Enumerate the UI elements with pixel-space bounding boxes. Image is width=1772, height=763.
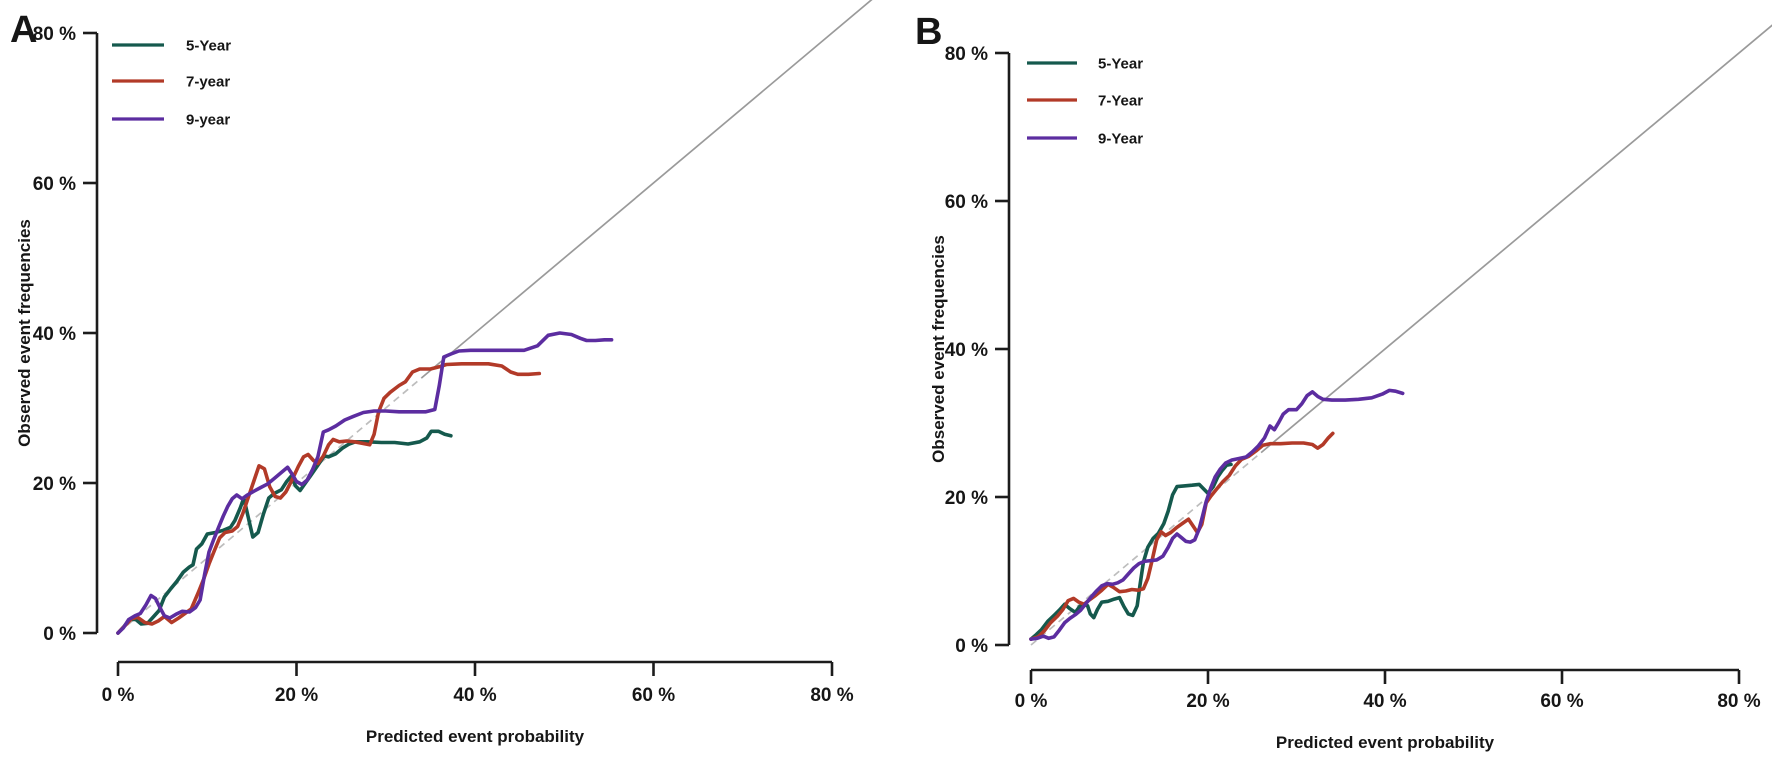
panel-a-letter: A xyxy=(10,9,37,51)
panel-a-x-tick-label: 80 % xyxy=(810,685,853,706)
panel-b-series-line-7-year xyxy=(1029,431,1335,641)
panel-b-y-tick-label: 0 % xyxy=(955,636,988,657)
panel-a-x-tick-label: 0 % xyxy=(102,685,135,706)
panel-a-series-line-7-year xyxy=(116,361,542,635)
panel-b-y-tick-label: 80 % xyxy=(945,44,988,65)
panel-b-x-tick-label: 0 % xyxy=(1015,691,1048,712)
panel-b-x-tick-label: 80 % xyxy=(1717,691,1760,712)
panel-b-series-line-5-year xyxy=(1029,462,1233,641)
panel-b-y-axis-title: Observed event frequencies xyxy=(929,235,948,463)
panel-b-x-tick-label: 40 % xyxy=(1363,691,1406,712)
panel-a-y-axis-title: Observed event frequencies xyxy=(15,219,34,447)
panel-b-x-tick-label: 20 % xyxy=(1186,691,1229,712)
panel-a-y-tick-label: 0 % xyxy=(43,624,76,645)
panel-b-y-tick-label: 20 % xyxy=(945,488,988,509)
panel-a-y-tick-label: 60 % xyxy=(33,174,76,195)
panel-a-y-tick-label: 20 % xyxy=(33,474,76,495)
panel-a-legend-label-9-year: 9-year xyxy=(186,112,230,129)
panel-a-legend-label-7-year: 7-year xyxy=(186,74,230,91)
panel-a-x-axis-title: Predicted event probability xyxy=(366,727,585,746)
panel-a: 0 % 20 % 40 % 60 % 80 % 0 % 20 % 40 % 60 % 80 % Pr… xyxy=(10,0,873,746)
panel-a-y-tick-label: 80 % xyxy=(33,24,76,45)
panel-b-x-tick-label: 60 % xyxy=(1540,691,1583,712)
panel-a-legend-label-5-year: 5-Year xyxy=(186,38,231,55)
panel-a-x-tick-label: 60 % xyxy=(632,685,675,706)
panel-a-x-tick-label: 40 % xyxy=(453,685,496,706)
panel-a-y-tick-label: 40 % xyxy=(33,324,76,345)
panel-b-y-tick-label: 60 % xyxy=(945,192,988,213)
panel-b-x-axis-title: Predicted event probability xyxy=(1276,733,1495,752)
panel-a-series-line-5-year xyxy=(116,429,453,635)
panel-b-legend-label-9-year: 9-Year xyxy=(1098,131,1143,148)
panel-b-letter: B xyxy=(915,11,942,53)
panel-a-ideal-line xyxy=(420,0,873,379)
panel-b: 0 % 20 % 40 % 60 % 80 % 0 % 20 % 40 % 60 % 80 % Pr… xyxy=(915,11,1772,752)
panel-b-series-line-9-year xyxy=(1029,388,1405,641)
panel-b-y-tick-label: 40 % xyxy=(945,340,988,361)
panel-a-x-tick-label: 20 % xyxy=(275,685,318,706)
panel-b-legend-label-5-year: 5-Year xyxy=(1098,56,1143,73)
panel-b-legend-label-7-year: 7-Year xyxy=(1098,93,1143,110)
panel-b-ideal-line xyxy=(1260,24,1772,454)
panel-a-series-line-9-year xyxy=(116,331,614,635)
